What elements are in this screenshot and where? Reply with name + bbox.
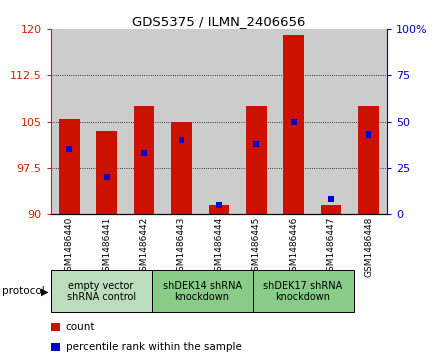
Bar xyxy=(171,122,192,214)
Bar xyxy=(51,29,88,214)
Bar xyxy=(163,29,200,214)
Text: shDEK14 shRNA
knockdown: shDEK14 shRNA knockdown xyxy=(162,281,242,302)
Bar xyxy=(321,205,341,214)
Bar xyxy=(275,29,312,214)
Bar xyxy=(350,29,387,214)
Bar xyxy=(179,137,184,143)
Bar xyxy=(366,131,371,138)
Bar xyxy=(66,146,72,152)
Bar xyxy=(59,118,80,214)
Text: ▶: ▶ xyxy=(41,286,48,296)
Bar xyxy=(209,205,229,214)
Bar xyxy=(104,174,110,180)
Text: count: count xyxy=(66,322,95,332)
Bar xyxy=(238,29,275,214)
Bar xyxy=(88,29,125,214)
Text: percentile rank within the sample: percentile rank within the sample xyxy=(66,342,242,352)
Bar xyxy=(141,150,147,156)
Bar xyxy=(96,131,117,214)
Bar xyxy=(358,106,379,214)
Bar xyxy=(125,29,163,214)
Text: protocol: protocol xyxy=(2,286,45,296)
Bar xyxy=(291,119,297,125)
Bar xyxy=(246,106,267,214)
Bar xyxy=(328,196,334,203)
Bar xyxy=(200,29,238,214)
Bar xyxy=(283,35,304,214)
Bar xyxy=(134,106,154,214)
Bar xyxy=(216,202,222,208)
Text: empty vector
shRNA control: empty vector shRNA control xyxy=(66,281,136,302)
Title: GDS5375 / ILMN_2406656: GDS5375 / ILMN_2406656 xyxy=(132,15,306,28)
Bar xyxy=(253,141,259,147)
Bar xyxy=(312,29,350,214)
Text: shDEK17 shRNA
knockdown: shDEK17 shRNA knockdown xyxy=(264,281,343,302)
